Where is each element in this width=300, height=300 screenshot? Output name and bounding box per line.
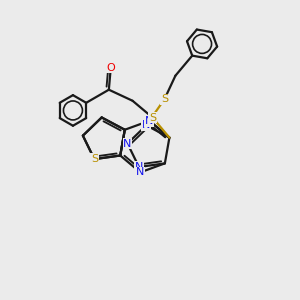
Text: S: S	[91, 154, 98, 164]
Text: N: N	[142, 120, 151, 130]
Text: N: N	[135, 162, 143, 172]
Text: S: S	[149, 112, 156, 123]
Text: N: N	[136, 167, 145, 177]
Text: N: N	[145, 116, 154, 126]
Text: N: N	[123, 139, 132, 148]
Text: S: S	[161, 94, 168, 104]
Text: O: O	[106, 63, 115, 73]
